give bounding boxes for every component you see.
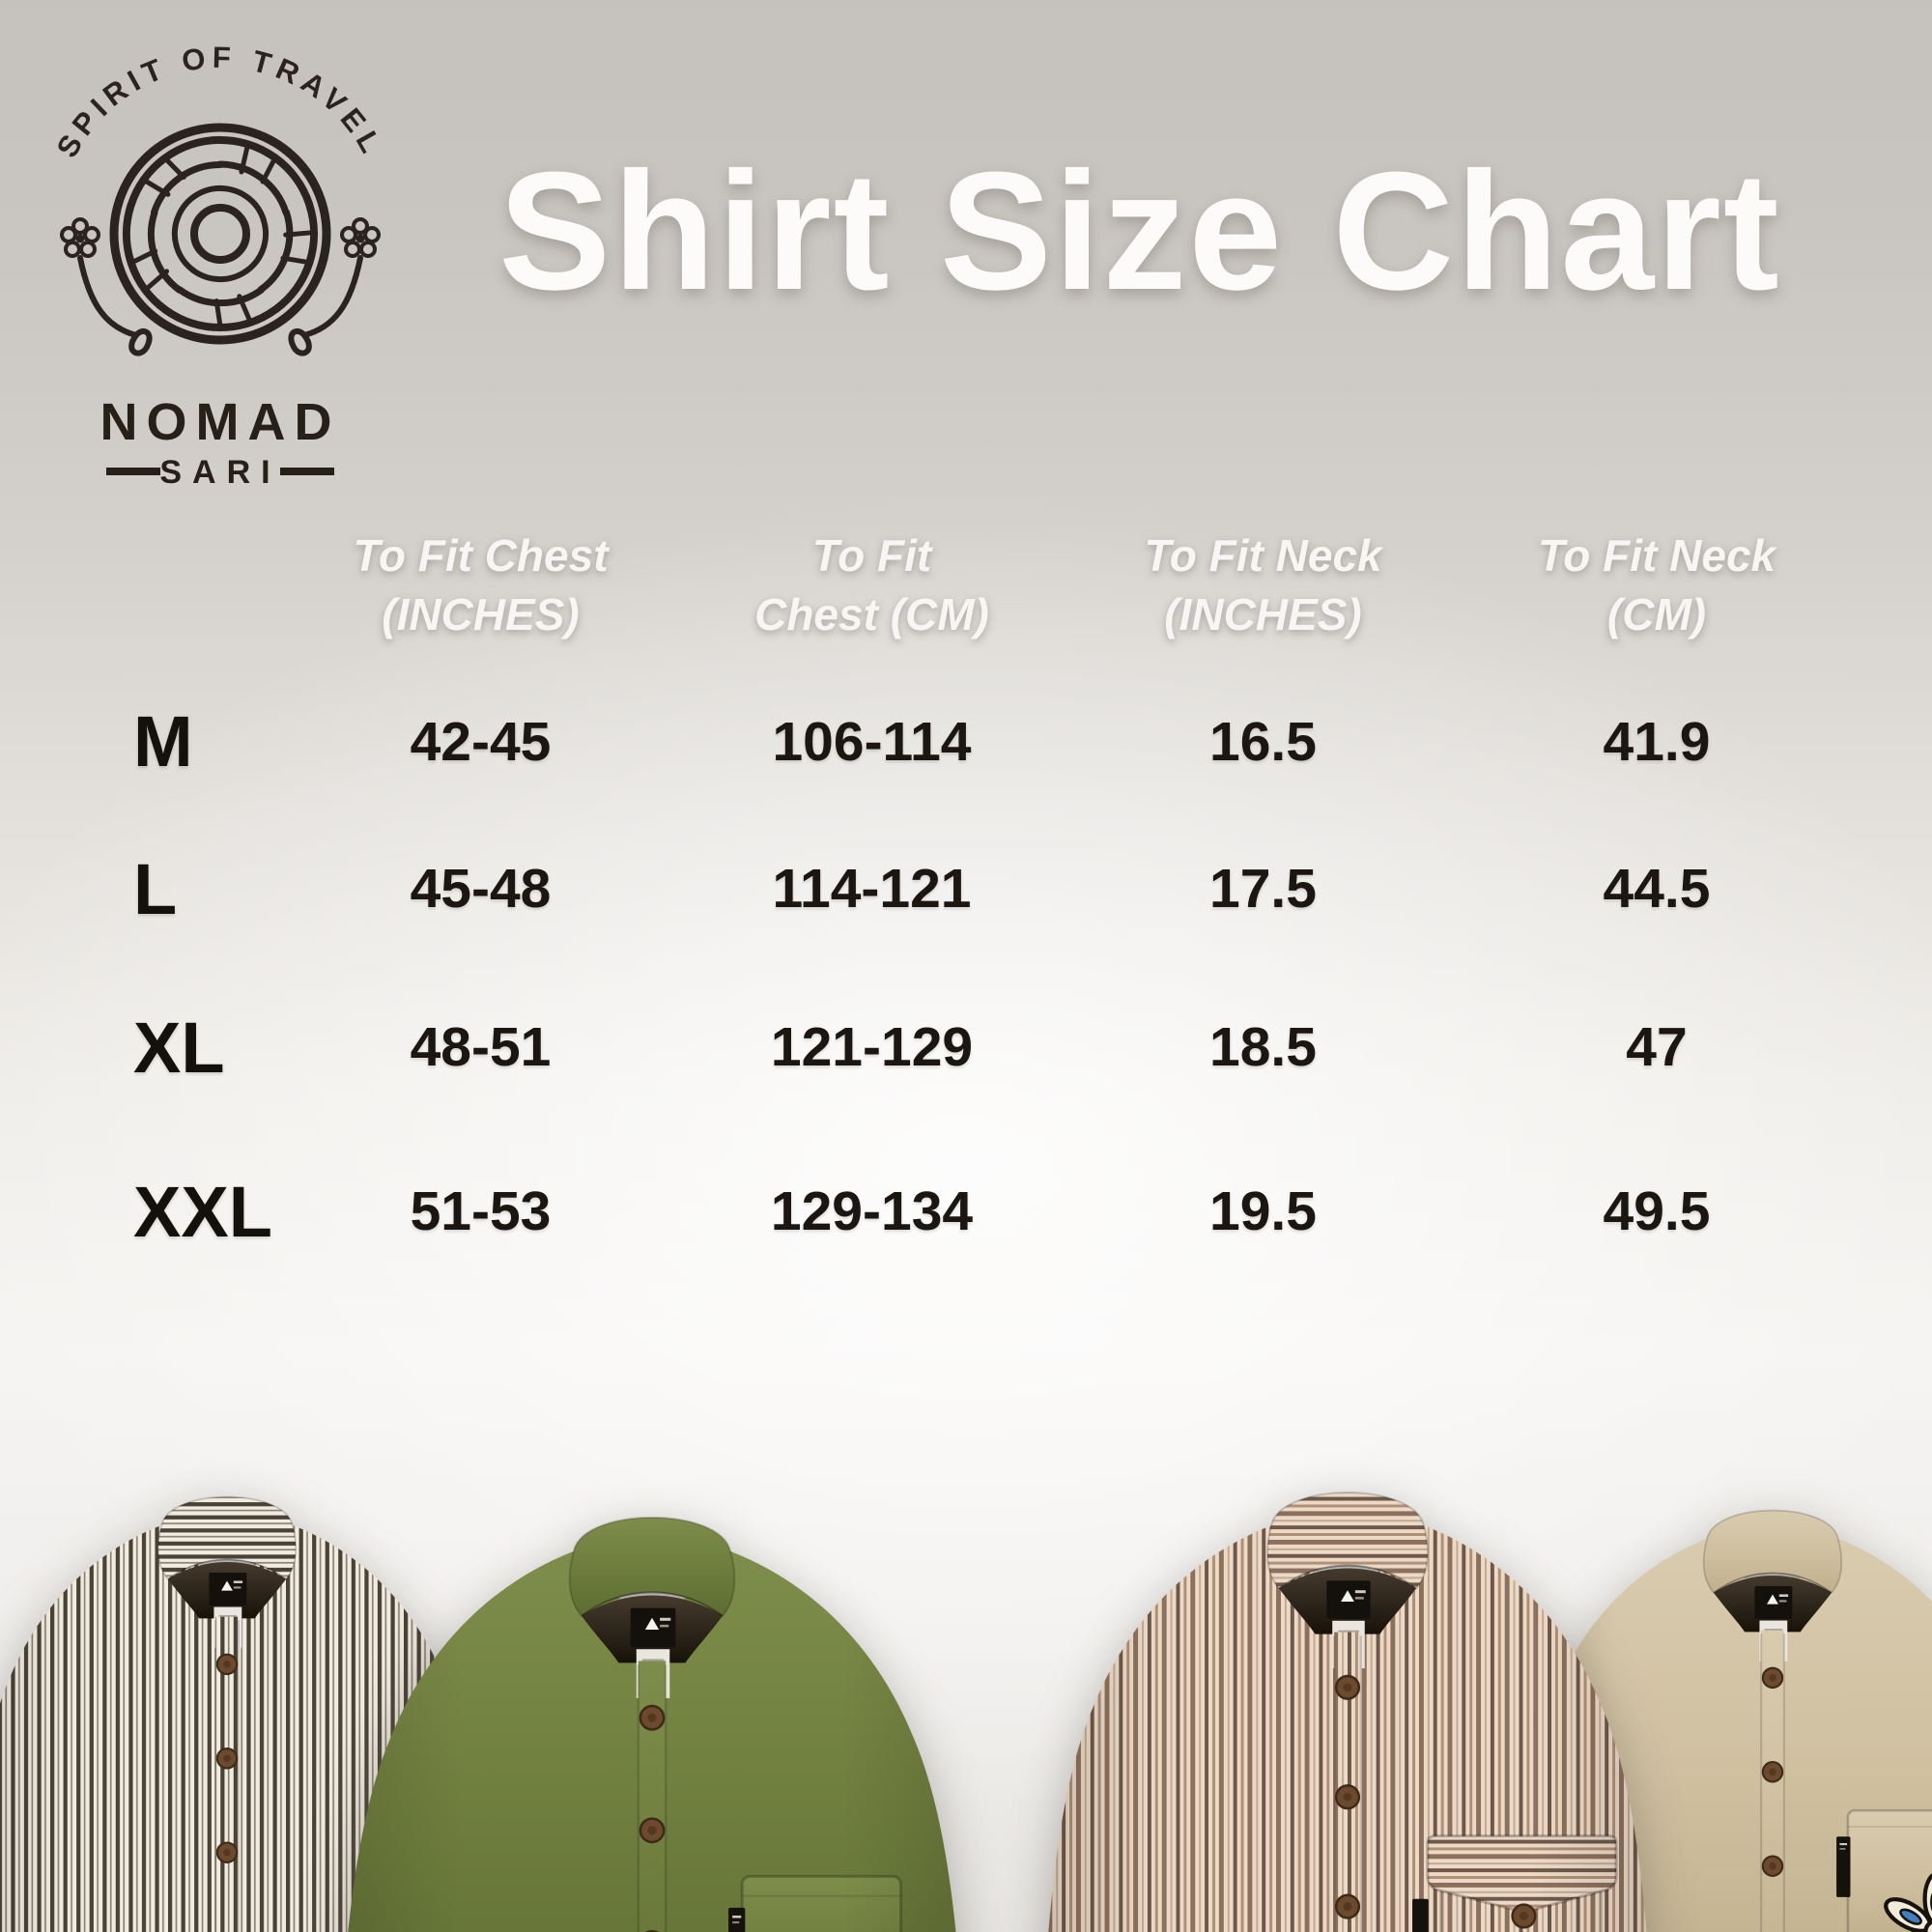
- brand-logo: SPIRIT OF TRAVEL: [50, 41, 385, 491]
- neck-inches-value: 18.5: [1209, 1016, 1317, 1078]
- neck-cm-value: 41.9: [1603, 710, 1711, 773]
- chest-cm-value: 114-121: [772, 858, 972, 920]
- table-row: L 45-48 114-121 17.5 44.5: [116, 811, 1855, 966]
- neck-inches-value: 16.5: [1209, 710, 1317, 773]
- size-table: To Fit Chest (INCHES) To Fit Chest (CM) To…: [116, 526, 1855, 1294]
- column-header-chest-inches: To Fit Chest (INCHES): [353, 530, 609, 639]
- column-header-chest-cm: To Fit Chest (CM): [754, 530, 989, 639]
- brown-cream-striped-shirt: [1048, 1492, 1647, 1932]
- size-label: XXL: [133, 1171, 272, 1252]
- flower-sprig-left-icon: [60, 217, 153, 356]
- brand-subname: SARI: [159, 454, 280, 491]
- table-header-row: To Fit Chest (INCHES) To Fit Chest (CM) To…: [116, 526, 1855, 671]
- chest-inches-value: 45-48: [410, 858, 552, 920]
- chest-cm-value: 121-129: [770, 1016, 974, 1078]
- rosette-logo-icon: [109, 123, 331, 345]
- column-header-neck-inches: To Fit Neck (INCHES): [1144, 530, 1382, 639]
- chest-cm-value: 129-134: [770, 1180, 974, 1242]
- size-label: L: [133, 848, 178, 929]
- size-label: M: [133, 701, 193, 781]
- neck-inches-value: 17.5: [1209, 858, 1317, 920]
- table-row: XL 48-51 121-129 18.5 47: [116, 966, 1855, 1128]
- chest-cm-value: 106-114: [772, 710, 972, 773]
- column-header-neck-cm: To Fit Neck (CM): [1537, 530, 1776, 639]
- neck-cm-value: 44.5: [1603, 858, 1711, 920]
- table-row: M 42-45 106-114 16.5 41.9: [116, 671, 1855, 811]
- neck-cm-value: 47: [1626, 1016, 1688, 1078]
- brand-name: NOMAD: [100, 393, 341, 451]
- table-row: XXL 51-53 129-134 19.5 49.5: [116, 1128, 1855, 1294]
- neck-cm-value: 49.5: [1603, 1180, 1711, 1242]
- chest-inches-value: 48-51: [410, 1016, 552, 1078]
- flower-sprig-right-icon: [288, 217, 381, 356]
- olive-green-shirt: [348, 1516, 956, 1932]
- neck-inches-value: 19.5: [1209, 1180, 1317, 1242]
- page-title: Shirt Size Chart: [498, 136, 1781, 325]
- chest-inches-value: 51-53: [410, 1180, 552, 1242]
- chest-inches-value: 42-45: [410, 710, 552, 773]
- size-label: XL: [133, 1007, 225, 1088]
